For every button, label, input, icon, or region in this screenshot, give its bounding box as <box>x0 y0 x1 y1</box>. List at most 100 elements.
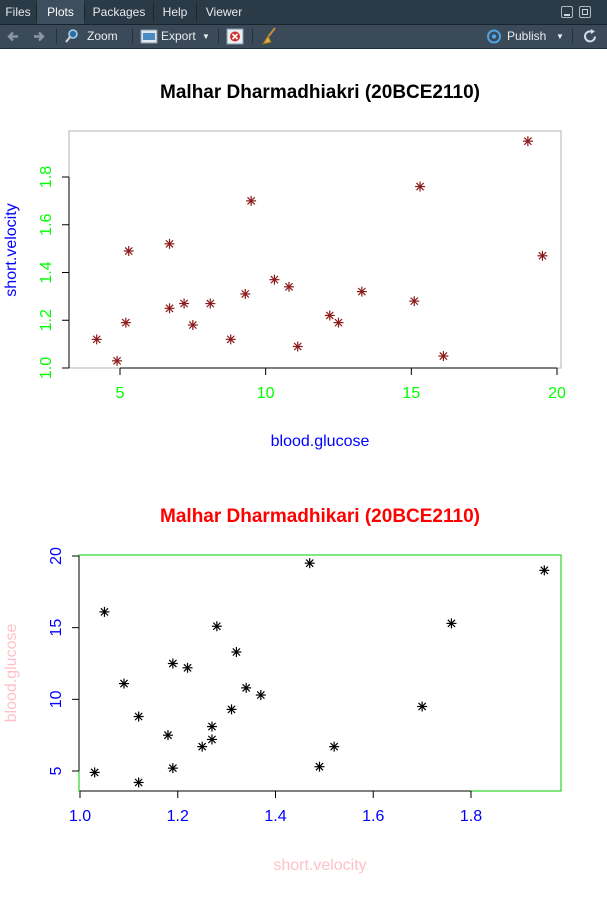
chart-1-y-axis: 1.0 1.2 1.4 1.6 1.8 <box>38 166 70 379</box>
chart-1-y-label: short.velocity <box>3 203 20 296</box>
toolbar-divider <box>218 29 219 44</box>
chart-1-plot-box <box>68 130 562 369</box>
chart-2-points <box>89 558 550 788</box>
chart-1-point <box>164 303 175 314</box>
chart-1-point <box>283 281 294 292</box>
chart-2-point <box>206 734 217 745</box>
toolbar-divider <box>252 29 253 44</box>
chart-2-x-label: short.velocity <box>273 857 366 874</box>
chart-2-point <box>167 658 178 669</box>
tab-divider <box>196 3 197 21</box>
chart-1-point <box>522 136 533 147</box>
chart-2-y-tick-label: 10 <box>48 690 65 708</box>
chart-1-y-tick-label: 1.2 <box>38 309 55 331</box>
chart-1-y-tick-label: 1.0 <box>38 357 55 379</box>
chart-1-x-tick-label: 5 <box>116 385 125 402</box>
chart-2-point <box>133 777 144 788</box>
export-button[interactable]: Export ▼ <box>140 25 212 48</box>
chart-2-point <box>133 711 144 722</box>
chart-2-scatter: Malhar Dharmadhikari (20BCE2110) 1.0 1.2 1… <box>3 506 562 874</box>
chart-2-point <box>329 741 340 752</box>
chart-2-point <box>417 701 428 712</box>
chart-2-point <box>231 647 242 658</box>
chevron-down-icon: ▼ <box>202 32 210 41</box>
chart-1-y-tick-label: 1.4 <box>38 261 55 283</box>
chart-2-point <box>255 690 266 701</box>
chart-1-point <box>91 334 102 345</box>
chart-2-point <box>206 721 217 732</box>
tab-plots[interactable]: Plots <box>37 0 84 24</box>
chart-1-point <box>409 296 420 307</box>
publish-label: Publish <box>507 29 547 43</box>
chart-2-point <box>118 678 129 689</box>
chart-2-x-tick-label: 1.2 <box>167 808 189 825</box>
publish-menu-chevron-icon[interactable]: ▼ <box>556 32 564 41</box>
chart-2-point <box>197 741 208 752</box>
tab-packages[interactable]: Packages <box>92 5 146 19</box>
chart-2-point <box>211 621 222 632</box>
publish-button[interactable]: Publish <box>485 25 555 48</box>
zoom-button[interactable]: Zoom <box>64 25 124 48</box>
chart-2-x-axis: 1.0 1.2 1.4 1.6 1.8 <box>69 790 482 825</box>
refresh-icon[interactable] <box>581 25 599 48</box>
chart-2-y-label: blood.glucose <box>3 624 20 723</box>
tab-files[interactable]: Files <box>5 5 31 19</box>
chart-1-points <box>91 136 548 366</box>
chart-2-point <box>241 682 252 693</box>
toolbar-divider <box>56 29 57 44</box>
back-arrow-icon[interactable] <box>5 25 21 48</box>
chart-1-point <box>415 181 426 192</box>
broom-icon[interactable] <box>260 25 278 48</box>
zoom-label: Zoom <box>87 29 118 43</box>
chart-1-x-tick-label: 10 <box>257 385 275 402</box>
export-label: Export <box>161 29 196 43</box>
tab-viewer[interactable]: Viewer <box>205 5 243 19</box>
chart-1-x-tick-label: 20 <box>548 385 566 402</box>
chart-2-y-tick-label: 20 <box>48 547 65 565</box>
tab-divider <box>36 3 37 21</box>
chart-2-x-tick-label: 1.6 <box>362 808 384 825</box>
chart-1-x-axis: 5 10 15 20 <box>116 367 566 402</box>
chart-2-point <box>314 761 325 772</box>
chart-1-y-tick-label: 1.8 <box>38 166 55 188</box>
chart-1-x-label: blood.glucose <box>271 433 370 450</box>
tab-divider <box>84 3 85 21</box>
chart-1-point <box>292 341 303 352</box>
chart-2-point <box>162 730 173 741</box>
chart-2-y-tick-label: 15 <box>48 619 65 637</box>
chart-1-point <box>240 288 251 299</box>
chart-2-point <box>539 565 550 576</box>
minimize-icon[interactable] <box>561 6 573 18</box>
chart-1-scatter: Malhar Dharmadhiakri (20BCE2110) 5 10 15 20… <box>3 82 566 450</box>
chart-1-point <box>225 334 236 345</box>
chart-2-point <box>89 767 100 778</box>
tab-help[interactable]: Help <box>162 5 188 19</box>
remove-plot-icon[interactable] <box>226 25 244 48</box>
chart-1-point <box>205 298 216 309</box>
chart-1-point <box>112 355 123 366</box>
chart-2-x-tick-label: 1.4 <box>264 808 286 825</box>
zoom-icon <box>64 25 80 56</box>
export-icon <box>140 25 158 56</box>
chart-1-y-tick-label: 1.6 <box>38 214 55 236</box>
chart-2-x-tick-label: 1.0 <box>69 808 91 825</box>
plots-toolbar: Zoom Export ▼ Publish ▼ <box>0 25 607 49</box>
chart-1-x-tick-label: 15 <box>402 385 420 402</box>
chart-2-point <box>304 558 315 569</box>
chart-1-point <box>269 274 280 285</box>
chart-2-x-tick-label: 1.8 <box>460 808 482 825</box>
tab-divider <box>153 3 154 21</box>
chart-1-point <box>120 317 131 328</box>
chart-2-y-axis: 5 10 15 20 <box>48 547 80 775</box>
maximize-icon[interactable] <box>579 6 591 18</box>
chart-1-point <box>537 250 548 261</box>
chart-2-title: Malhar Dharmadhikari (20BCE2110) <box>160 506 480 527</box>
chart-1-point <box>333 317 344 328</box>
forward-arrow-icon[interactable] <box>31 25 47 48</box>
chart-1-point <box>187 320 198 331</box>
chart-2-point <box>182 662 193 673</box>
chart-2-plot-box <box>78 554 562 792</box>
chart-1-point <box>164 238 175 249</box>
chart-2-point <box>167 763 178 774</box>
toolbar-divider <box>132 29 133 44</box>
